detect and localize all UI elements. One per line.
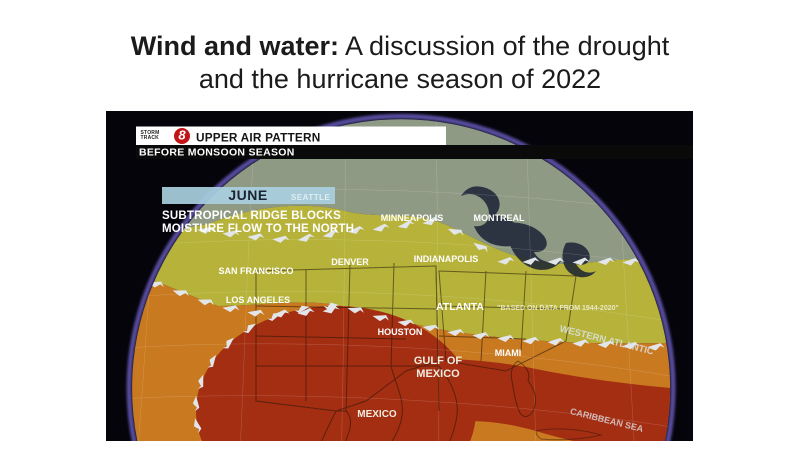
svg-text:HOUSTON: HOUSTON [378,327,423,337]
svg-text:UPPER AIR PATTERN: UPPER AIR PATTERN [196,131,320,145]
svg-text:TRACK: TRACK [141,135,160,141]
svg-text:MONTREAL: MONTREAL [474,213,525,223]
svg-text:SUBTROPICAL RIDGE BLOCKS: SUBTROPICAL RIDGE BLOCKS [162,210,341,222]
svg-text:SEATTLE: SEATTLE [291,193,331,202]
svg-text:"BASED ON DATA FROM 1944-2020": "BASED ON DATA FROM 1944-2020" [497,305,619,312]
svg-text:MOISTURE FLOW TO THE NORTH: MOISTURE FLOW TO THE NORTH [162,223,354,235]
svg-text:GULF OF: GULF OF [414,355,463,367]
svg-text:MINNEAPOLIS: MINNEAPOLIS [381,213,444,223]
svg-text:ATLANTA: ATLANTA [436,301,484,313]
svg-text:JUNE: JUNE [228,187,267,203]
svg-text:INDIANAPOLIS: INDIANAPOLIS [414,254,479,264]
svg-text:DENVER: DENVER [331,257,369,267]
svg-text:LOS ANGELES: LOS ANGELES [226,295,290,305]
svg-text:MEXICO: MEXICO [416,368,460,380]
svg-text:SAN FRANCISCO: SAN FRANCISCO [218,266,293,276]
svg-text:MEXICO: MEXICO [357,409,397,420]
svg-text:8: 8 [178,128,186,143]
svg-text:BEFORE MONSOON SEASON: BEFORE MONSOON SEASON [139,147,295,159]
svg-text:MIAMI: MIAMI [495,348,522,358]
